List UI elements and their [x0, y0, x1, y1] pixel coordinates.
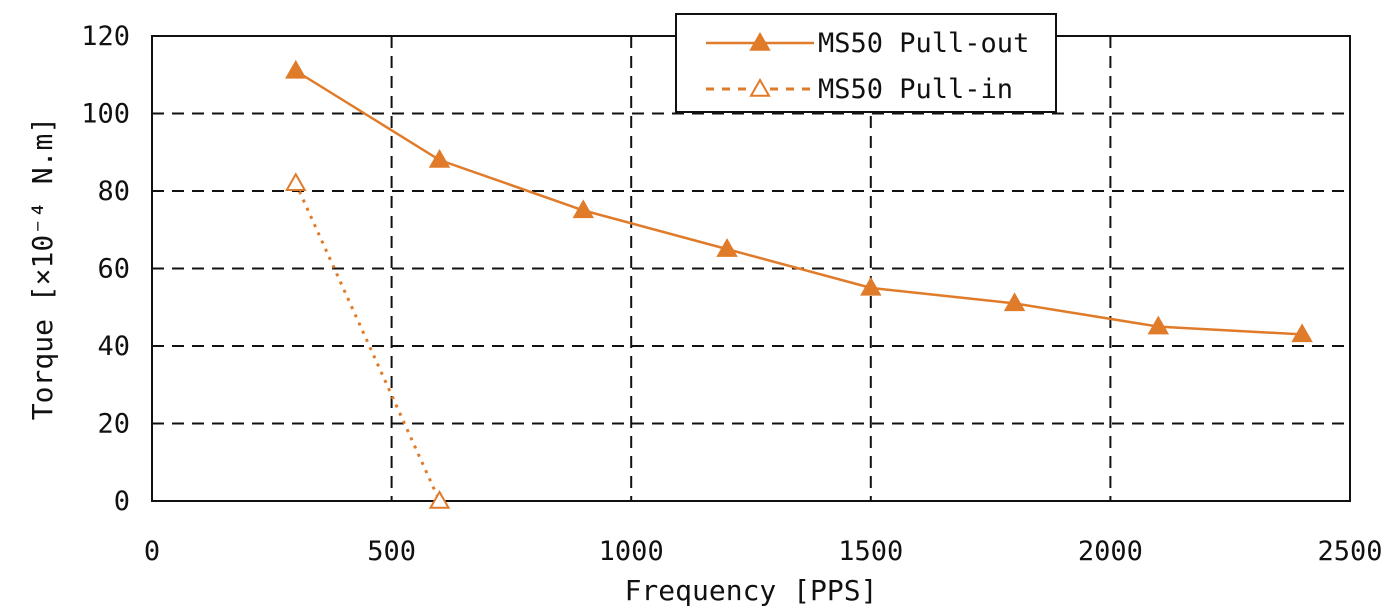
y-tick-label: 0	[114, 486, 130, 517]
series-line	[294, 182, 441, 502]
data-point	[1003, 292, 1026, 312]
y-tick-label: 60	[97, 254, 130, 285]
data-point	[1147, 315, 1170, 335]
x-axis-title: Frequency [PPS]	[625, 574, 878, 607]
x-tick-label: 1000	[599, 536, 664, 567]
legend-label: MS50 Pull-out	[818, 28, 1029, 59]
legend-entry: MS50 Pull-out	[706, 28, 1029, 59]
data-point	[428, 489, 451, 509]
legend-box	[675, 13, 1057, 113]
x-tick-label: 2000	[1078, 536, 1143, 567]
series-2	[285, 172, 451, 509]
x-tick-label: 500	[367, 536, 416, 567]
x-tick-label: 1500	[838, 536, 903, 567]
grid-lines	[152, 36, 1350, 501]
y-tick-label: 20	[97, 409, 130, 440]
y-axis-ticks: 0 20 40 60 80 100 120	[81, 21, 130, 517]
x-tick-label: 2500	[1317, 536, 1382, 567]
data-point	[860, 276, 882, 296]
y-tick-label: 100	[81, 99, 130, 130]
legend-label: MS50 Pull-in	[818, 74, 1013, 105]
legend-entry: MS50 Pull-in	[706, 74, 1013, 105]
y-axis-title: Torque [×10⁻⁴ N.m]	[26, 117, 59, 420]
series-line	[295, 69, 1303, 336]
data-point	[1291, 323, 1313, 343]
x-tick-label: 0	[144, 536, 160, 567]
data-point	[285, 59, 307, 79]
data-point	[285, 172, 307, 191]
y-tick-label: 40	[97, 331, 130, 362]
legend: MS50 Pull-out MS50 Pull-in	[675, 13, 1057, 113]
series-layer	[285, 59, 1313, 509]
y-tick-label: 80	[97, 176, 130, 207]
data-point	[572, 199, 595, 219]
y-tick-label: 120	[81, 21, 130, 52]
x-axis-ticks: 0 500 1000 1500 2000 2500	[144, 536, 1383, 567]
data-point	[716, 238, 738, 257]
data-point	[428, 148, 451, 168]
series-1	[285, 59, 1313, 343]
legend-swatch-marker	[749, 31, 771, 51]
legend-swatch-marker	[749, 77, 771, 97]
